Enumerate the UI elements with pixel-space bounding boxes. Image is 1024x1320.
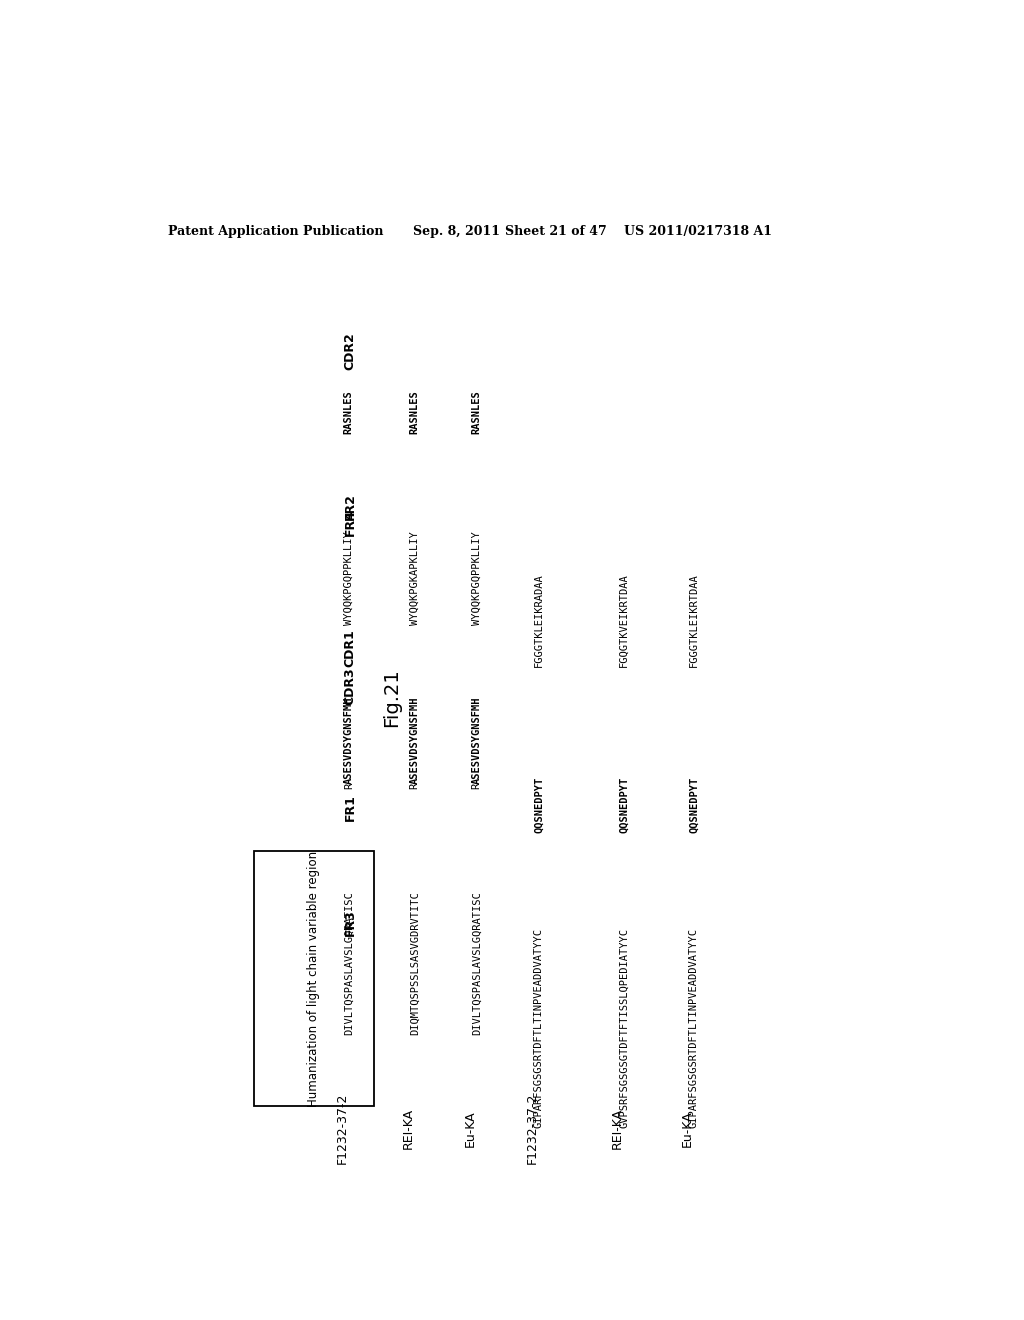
Text: WYQQKPGQPPKLLIY: WYQQKPGQPPKLLIY: [472, 531, 481, 624]
Text: GVPSRFSGSGSGTDFTFTISSLQPEDIATYYC: GVPSRFSGSGSGTDFTFTISSLQPEDIATYYC: [618, 928, 629, 1129]
Text: CDR3: CDR3: [344, 668, 356, 705]
Text: FGGGTKLEIKRTDAA: FGGGTKLEIKRTDAA: [689, 573, 698, 668]
Text: Humanization of light chain variable region: Humanization of light chain variable reg…: [307, 850, 321, 1106]
Text: REI-KA: REI-KA: [611, 1107, 624, 1150]
Text: DIVLTQSPASLAVSLGQRATISC: DIVLTQSPASLAVSLGQRATISC: [472, 891, 481, 1035]
Text: QQSNEDPYT: QQSNEDPYT: [689, 777, 698, 833]
Text: Patent Application Publication: Patent Application Publication: [168, 224, 384, 238]
Text: Eu-KA: Eu-KA: [681, 1110, 693, 1147]
Text: US 2011/0217318 A1: US 2011/0217318 A1: [624, 224, 772, 238]
Text: FR2: FR2: [344, 494, 356, 520]
Text: DIQMTQSPSSLSASVGDRVTITC: DIQMTQSPSSLSASVGDRVTITC: [410, 891, 420, 1035]
Text: ASESVDSYGNSFMH: ASESVDSYGNSFMH: [410, 697, 420, 784]
Text: F1232-37-2: F1232-37-2: [525, 1093, 539, 1164]
Text: Sheet 21 of 47: Sheet 21 of 47: [506, 224, 607, 238]
Text: ASESVDSYGNSFMH: ASESVDSYGNSFMH: [344, 697, 354, 784]
Text: R: R: [344, 783, 354, 789]
Bar: [254, 851, 375, 1105]
Text: QQSNEDPYT: QQSNEDPYT: [534, 777, 544, 833]
Text: Eu-KA: Eu-KA: [464, 1110, 477, 1147]
Text: CDR1: CDR1: [344, 628, 356, 667]
Text: RASNLES: RASNLES: [472, 391, 481, 434]
Text: CDR2: CDR2: [344, 333, 356, 370]
Text: R: R: [472, 783, 481, 789]
Text: REI-KA: REI-KA: [401, 1107, 415, 1150]
Text: F1232-37-2: F1232-37-2: [336, 1093, 349, 1164]
Text: FGQGTKVEIKRTDAA: FGQGTKVEIKRTDAA: [618, 573, 629, 668]
Text: Fig.21: Fig.21: [382, 668, 401, 727]
Text: WYQQKPGQPPKLLIY: WYQQKPGQPPKLLIY: [344, 531, 354, 624]
Text: GIPARFSGSGSRTDFTLTINPVEADDVATYYC: GIPARFSGSGSRTDFTLTINPVEADDVATYYC: [689, 928, 698, 1129]
Text: DIVLTQSPASLAVSLGQRATISC: DIVLTQSPASLAVSLGQRATISC: [344, 891, 354, 1035]
Text: Sep. 8, 2011: Sep. 8, 2011: [414, 224, 500, 238]
Text: FR3: FR3: [344, 909, 356, 936]
Text: QQSNEDPYT: QQSNEDPYT: [618, 777, 629, 833]
Text: FGGGTKLEIKRADAA: FGGGTKLEIKRADAA: [534, 573, 544, 668]
Text: RASNLES: RASNLES: [344, 391, 354, 434]
Text: GIPARFSGSGSRTDFTLTINPVEADDVATYYC: GIPARFSGSGSRTDFTLTINPVEADDVATYYC: [534, 928, 544, 1129]
Text: R: R: [410, 783, 420, 789]
Text: RASNLES: RASNLES: [410, 391, 420, 434]
Text: ASESVDSYGNSFMH: ASESVDSYGNSFMH: [472, 697, 481, 784]
Text: FR1: FR1: [344, 793, 356, 821]
Text: FR4: FR4: [344, 508, 356, 536]
Text: WYQQKPGKAPKLLIY: WYQQKPGKAPKLLIY: [410, 531, 420, 624]
